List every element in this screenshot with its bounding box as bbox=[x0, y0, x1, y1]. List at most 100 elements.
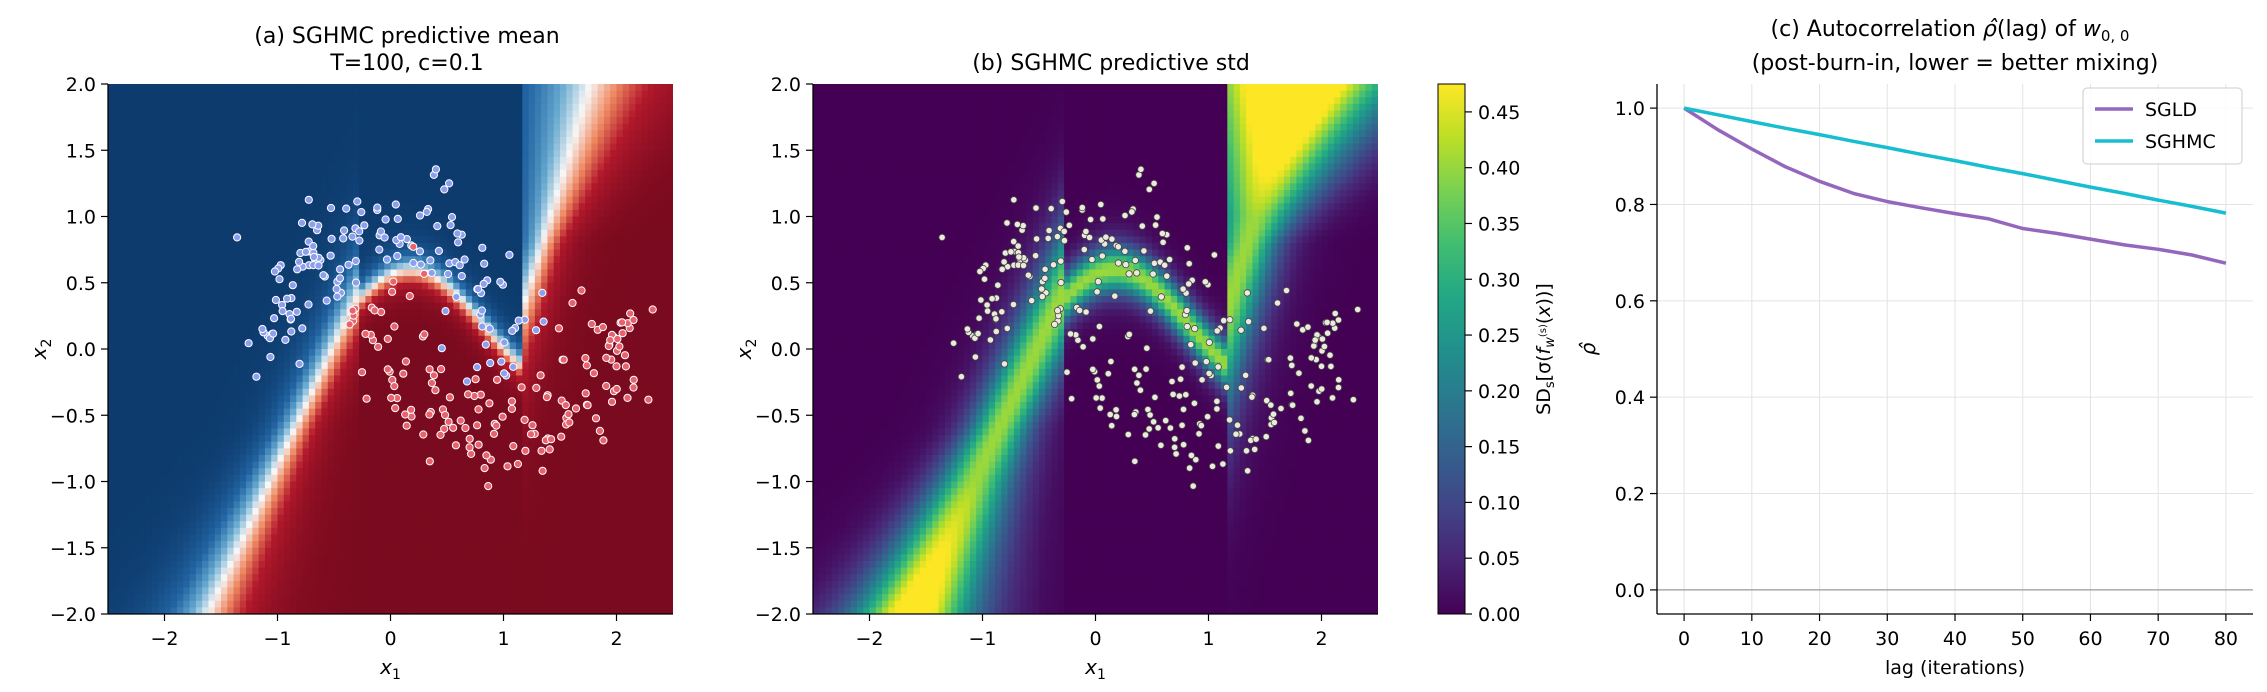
heatmap-cell bbox=[246, 309, 253, 317]
heatmap-cell bbox=[472, 574, 479, 582]
heatmap-cell bbox=[396, 103, 404, 112]
heatmap-cell bbox=[334, 448, 341, 456]
heatmap-cell bbox=[421, 468, 429, 476]
heatmap-cell bbox=[258, 256, 266, 264]
heatmap-cell bbox=[195, 508, 203, 516]
heatmap-cell bbox=[478, 223, 486, 231]
heatmap-cell bbox=[258, 455, 266, 463]
heatmap-cell bbox=[177, 216, 184, 224]
heatmap-cell bbox=[434, 130, 442, 138]
heatmap-cell bbox=[321, 408, 329, 416]
heatmap-cell bbox=[359, 103, 366, 112]
heatmap-cell bbox=[315, 243, 323, 251]
heatmap-cell bbox=[202, 408, 210, 416]
heatmap-cell bbox=[352, 90, 360, 98]
heatmap-cell bbox=[472, 488, 479, 496]
heatmap-cell bbox=[177, 607, 184, 614]
heatmap-cell bbox=[377, 514, 385, 522]
heatmap-cell bbox=[114, 289, 122, 297]
heatmap-cell bbox=[158, 494, 166, 502]
heatmap-cell bbox=[421, 150, 429, 158]
heatmap-cell bbox=[447, 236, 454, 244]
heatmap-cell bbox=[145, 481, 153, 489]
heatmap-cell bbox=[208, 84, 216, 92]
heatmap-cell bbox=[390, 143, 398, 151]
heatmap-cell bbox=[365, 501, 373, 509]
heatmap-cell bbox=[114, 395, 122, 403]
heatmap-cell bbox=[321, 395, 329, 403]
heatmap-cell bbox=[315, 183, 323, 191]
heatmap-cell bbox=[440, 256, 448, 264]
heatmap-cell bbox=[177, 362, 184, 370]
heatmap-cell bbox=[490, 395, 498, 403]
heatmap-cell bbox=[403, 97, 410, 105]
heatmap-cell bbox=[453, 203, 461, 211]
heatmap-cell bbox=[189, 236, 197, 244]
heatmap-cell bbox=[302, 375, 310, 383]
heatmap-cell bbox=[246, 203, 253, 211]
heatmap-cell bbox=[327, 474, 335, 483]
heatmap-cell bbox=[290, 176, 297, 184]
heatmap-cell bbox=[195, 143, 203, 151]
heatmap-cell bbox=[365, 534, 373, 542]
heatmap-cell bbox=[403, 382, 410, 390]
heatmap-cell bbox=[145, 236, 153, 244]
heatmap-cell bbox=[365, 322, 373, 330]
heatmap-cell bbox=[428, 203, 436, 211]
heatmap-cell bbox=[403, 488, 410, 496]
heatmap-cell bbox=[233, 329, 241, 337]
heatmap-cell bbox=[246, 249, 253, 257]
heatmap-cell bbox=[195, 163, 203, 171]
heatmap-cell bbox=[183, 282, 191, 290]
heatmap-cell bbox=[221, 547, 228, 555]
heatmap-cell bbox=[227, 342, 235, 350]
heatmap-cell bbox=[447, 156, 454, 165]
heatmap-cell bbox=[264, 554, 272, 562]
heatmap-cell bbox=[158, 262, 166, 271]
heatmap-cell bbox=[484, 256, 492, 264]
heatmap-cell bbox=[315, 474, 323, 483]
heatmap-cell bbox=[428, 508, 436, 516]
heatmap-cell bbox=[409, 209, 417, 218]
heatmap-cell bbox=[453, 567, 461, 575]
heatmap-cell bbox=[365, 415, 373, 423]
heatmap-cell bbox=[177, 117, 184, 125]
heatmap-cell bbox=[409, 84, 417, 92]
heatmap-cell bbox=[465, 269, 473, 277]
heatmap-cell bbox=[472, 355, 479, 363]
heatmap-cell bbox=[246, 435, 253, 443]
heatmap-cell bbox=[352, 541, 360, 549]
heatmap-cell bbox=[195, 541, 203, 549]
heatmap-cell bbox=[472, 156, 479, 165]
heatmap-cell bbox=[139, 561, 147, 569]
heatmap-cell bbox=[484, 269, 492, 277]
heatmap-cell bbox=[133, 309, 140, 317]
heatmap-cell bbox=[390, 421, 398, 430]
heatmap-cell bbox=[177, 600, 184, 608]
heatmap-cell bbox=[302, 103, 310, 112]
heatmap-cell bbox=[214, 243, 222, 251]
heatmap-cell bbox=[390, 349, 398, 357]
heatmap-cell bbox=[233, 402, 241, 410]
heatmap-cell bbox=[440, 580, 448, 589]
heatmap-cell bbox=[428, 322, 436, 330]
heatmap-cell bbox=[447, 388, 454, 396]
heatmap-cell bbox=[340, 176, 348, 184]
heatmap-cell bbox=[158, 342, 166, 350]
heatmap-cell bbox=[465, 123, 473, 131]
heatmap-cell bbox=[340, 362, 348, 370]
heatmap-cell bbox=[296, 302, 304, 310]
heatmap-cell bbox=[484, 123, 492, 131]
heatmap-cell bbox=[403, 269, 410, 277]
heatmap-cell bbox=[334, 455, 341, 463]
heatmap-cell bbox=[296, 408, 304, 416]
heatmap-cell bbox=[227, 103, 235, 112]
heatmap-cell bbox=[290, 90, 297, 98]
heatmap-cell bbox=[434, 435, 442, 443]
heatmap-cell bbox=[120, 481, 128, 489]
heatmap-cell bbox=[365, 130, 373, 138]
heatmap-cell bbox=[459, 196, 467, 204]
heatmap-cell bbox=[428, 236, 436, 244]
heatmap-cell bbox=[170, 229, 178, 237]
heatmap-cell bbox=[126, 282, 134, 290]
